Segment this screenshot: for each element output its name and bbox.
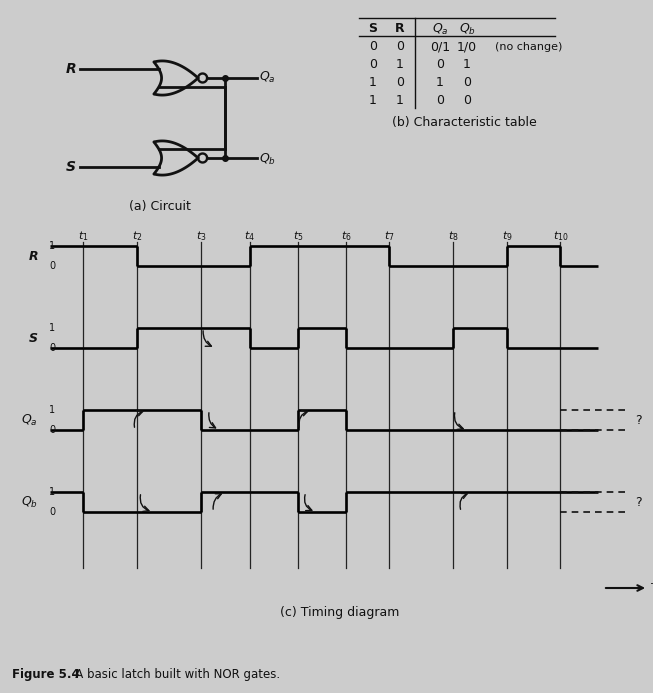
Text: 0: 0 xyxy=(369,40,377,53)
Text: 0: 0 xyxy=(463,76,471,89)
Text: A basic latch built with NOR gates.: A basic latch built with NOR gates. xyxy=(64,668,280,681)
Text: 0: 0 xyxy=(49,343,55,353)
Text: 1: 1 xyxy=(369,76,377,89)
Text: $Q_b$: $Q_b$ xyxy=(458,21,475,37)
Text: ?: ? xyxy=(635,495,642,509)
Text: $t_6$: $t_6$ xyxy=(341,229,351,243)
Text: 1: 1 xyxy=(396,94,404,107)
Text: (no change): (no change) xyxy=(495,42,562,52)
Text: 0: 0 xyxy=(463,94,471,107)
Text: $t_{10}$: $t_{10}$ xyxy=(552,229,568,243)
Text: $Q_b$: $Q_b$ xyxy=(21,494,38,509)
Text: 0: 0 xyxy=(396,76,404,89)
Text: 1: 1 xyxy=(49,241,55,251)
Text: $Q_a$: $Q_a$ xyxy=(22,412,38,428)
Text: $t_4$: $t_4$ xyxy=(244,229,255,243)
Text: 0: 0 xyxy=(436,94,444,107)
Text: R: R xyxy=(395,22,405,35)
Text: 0: 0 xyxy=(436,58,444,71)
Text: (a) Circuit: (a) Circuit xyxy=(129,200,191,213)
Text: $t_9$: $t_9$ xyxy=(502,229,512,243)
Text: 1: 1 xyxy=(396,58,404,71)
Text: $t_7$: $t_7$ xyxy=(384,229,394,243)
Text: 1: 1 xyxy=(49,405,55,415)
Text: (c) Timing diagram: (c) Timing diagram xyxy=(280,606,400,619)
Text: 0/1: 0/1 xyxy=(430,40,450,53)
Text: 0: 0 xyxy=(49,507,55,517)
Text: $t_5$: $t_5$ xyxy=(293,229,303,243)
Text: 0: 0 xyxy=(49,261,55,271)
Text: 1: 1 xyxy=(463,58,471,71)
Text: $Q_b$: $Q_b$ xyxy=(259,152,276,166)
Text: S: S xyxy=(368,22,377,35)
Text: 0: 0 xyxy=(49,425,55,435)
Text: 0: 0 xyxy=(369,58,377,71)
Text: 1/0: 1/0 xyxy=(457,40,477,53)
Text: $t_1$: $t_1$ xyxy=(78,229,89,243)
Text: 1: 1 xyxy=(49,323,55,333)
Text: $t_8$: $t_8$ xyxy=(448,229,458,243)
Text: R: R xyxy=(28,249,38,263)
Text: 1: 1 xyxy=(49,487,55,497)
Text: R: R xyxy=(65,62,76,76)
Text: $Q_a$: $Q_a$ xyxy=(432,21,449,37)
Text: S: S xyxy=(29,331,38,344)
Text: $t_3$: $t_3$ xyxy=(196,229,206,243)
Text: Figure 5.4: Figure 5.4 xyxy=(12,668,80,681)
Text: $Q_a$: $Q_a$ xyxy=(259,69,276,85)
Text: 1: 1 xyxy=(369,94,377,107)
Text: 1: 1 xyxy=(436,76,444,89)
Text: Time: Time xyxy=(651,583,653,593)
Text: S: S xyxy=(66,159,76,174)
Text: (b) Characteristic table: (b) Characteristic table xyxy=(392,116,536,129)
Text: ?: ? xyxy=(635,414,642,426)
Text: $t_2$: $t_2$ xyxy=(132,229,142,243)
Text: 0: 0 xyxy=(396,40,404,53)
